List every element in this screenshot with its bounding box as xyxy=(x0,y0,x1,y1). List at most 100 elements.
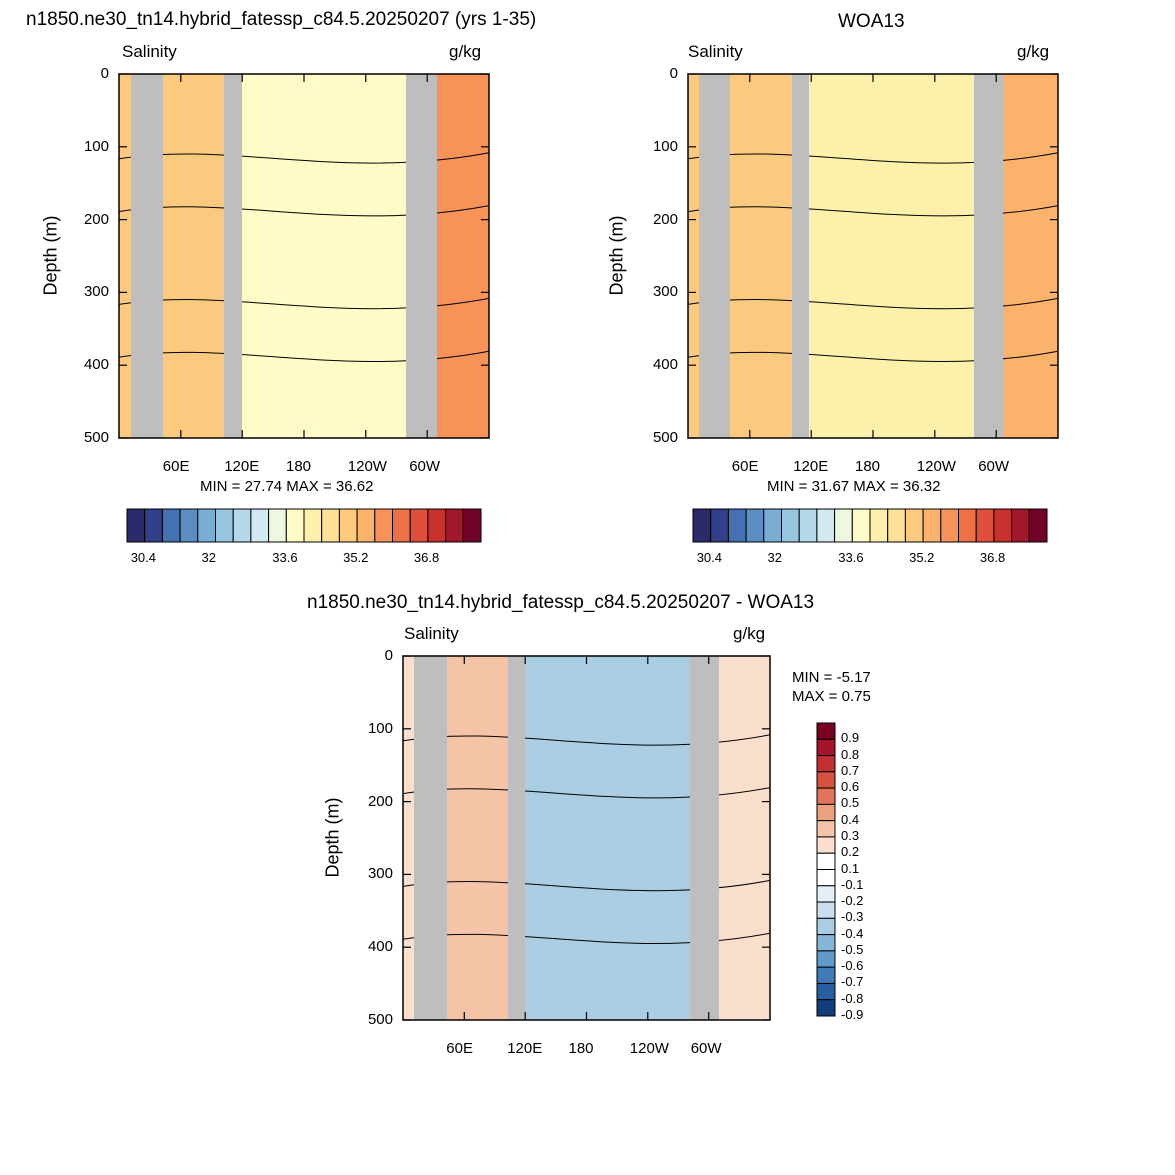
panel1-colorbar-cell xyxy=(126,508,146,543)
panel1-colorbar-label: 30.4 xyxy=(130,550,156,565)
panel1-ytick-label: 100 xyxy=(83,137,109,155)
panel1-stats: MIN = 27.74 MAX = 36.62 xyxy=(200,478,374,495)
panel2-title: WOA13 xyxy=(838,11,905,32)
panel2-colorbar-cell xyxy=(993,508,1013,543)
panel2-colorbar-cell xyxy=(692,508,712,543)
panel3-land-mask xyxy=(508,656,525,1020)
panel3-colorbar-label: 0.3 xyxy=(841,827,860,843)
panel2-right-label: g/kg xyxy=(1017,42,1050,61)
panel1-ytick-label: 400 xyxy=(83,356,109,374)
panel2-ytick-label: 0 xyxy=(669,65,678,82)
panel2-colorbar-cell xyxy=(904,508,924,543)
panel2-ytick-label: 100 xyxy=(652,137,678,155)
panel3-xtick-label: 180 xyxy=(568,1040,594,1057)
panel1-colorbar-cell xyxy=(215,508,234,543)
panel2-colorbar-cell xyxy=(1028,508,1048,543)
panel3-colorbar-cell xyxy=(816,982,836,1001)
panel1-colorbar-cell xyxy=(445,508,464,543)
panel1-colorbar-cell xyxy=(303,508,323,543)
panel2-colorbar-cell xyxy=(798,508,818,543)
panel1-colorbar-label: 35.2 xyxy=(343,550,369,565)
panel3-colorbar-cell xyxy=(816,836,836,854)
panel3-colorbar-label: -0.9 xyxy=(841,1007,864,1022)
panel3-colorbar-cell xyxy=(816,803,836,822)
panel1-colorbar-cell xyxy=(250,508,270,543)
panel1-colorbar-label: 36.8 xyxy=(413,550,440,565)
panel3-colorbar-label: 0.2 xyxy=(841,844,860,860)
panel3-colorbar-cell xyxy=(816,885,836,903)
panel2-colorbar-cell xyxy=(851,508,871,543)
panel1-xtick-label: 180 xyxy=(286,458,312,475)
panel1-colorbar-label: 33.6 xyxy=(272,550,298,565)
panel1-colorbar-cell xyxy=(462,508,482,543)
panel2-field-band xyxy=(730,74,792,438)
panel3-xtick-label: 60E xyxy=(446,1040,473,1057)
panel1-colorbar-label: 32 xyxy=(201,550,216,565)
panel1-colorbar-cell xyxy=(285,508,305,543)
panel3-xtick-label: 120W xyxy=(629,1040,669,1057)
panel3-title: n1850.ne30_tn14.hybrid_fatessp_c84.5.202… xyxy=(307,592,815,613)
panel2-ytick-label: 500 xyxy=(652,429,678,446)
panel1-xtick-label: 60W xyxy=(409,458,441,475)
panel1-ytick-label: 500 xyxy=(83,429,109,446)
panel1-colorbar-cell xyxy=(392,508,411,543)
panel1-colorbar-cell xyxy=(144,508,163,543)
panel1-colorbar-cell xyxy=(161,508,181,543)
panel2-colorbar-cell xyxy=(816,508,836,543)
panel3-colorbar-label: -0.6 xyxy=(841,958,864,974)
panel2-field-band xyxy=(688,74,699,438)
panel2-xtick-label: 60W xyxy=(978,458,1010,475)
panel3-xtick-label: 60W xyxy=(690,1040,722,1057)
panel3-ytick-label: 400 xyxy=(367,938,393,956)
panel3-colorbar-label: 0.9 xyxy=(841,730,860,746)
panel3-right-label: g/kg xyxy=(733,624,766,643)
panel3-ytick-label: 0 xyxy=(384,647,393,664)
panel1-colorbar-cell xyxy=(338,508,358,543)
panel3-colorbar-label: 0.7 xyxy=(841,762,860,778)
panel2-colorbar-cell xyxy=(745,508,765,543)
panel1-field-band xyxy=(163,74,224,438)
panel3-colorbar-label: -0.3 xyxy=(841,909,864,925)
panel3-colorbar-label: 0.5 xyxy=(841,795,860,811)
panel1-colorbar-cell xyxy=(268,508,287,543)
panel3-colorbar-cell xyxy=(816,934,836,952)
panel2-colorbar-cell xyxy=(834,508,853,543)
panel3-colorbar-cell xyxy=(816,917,836,936)
panel3-field-band xyxy=(403,656,414,1020)
panel3-colorbar-cell xyxy=(816,771,836,789)
panel1-colorbar-cell xyxy=(197,508,217,543)
panel3-ytick-label: 300 xyxy=(367,865,393,883)
panel3-land-mask xyxy=(414,656,447,1020)
panel2-land-mask xyxy=(974,74,1003,438)
panel1-title: n1850.ne30_tn14.hybrid_fatessp_c84.5.202… xyxy=(26,9,537,30)
panel2-field-band xyxy=(1003,74,1058,438)
panel3-colorbar-cell xyxy=(816,820,836,838)
panel3-ytick-label: 100 xyxy=(367,719,393,737)
panel2-xtick-label: 120W xyxy=(916,458,956,475)
panel1-colorbar-cell xyxy=(356,508,376,543)
panel3-land-mask xyxy=(690,656,719,1020)
panel1-land-mask xyxy=(406,74,437,438)
panel3-colorbar-cell xyxy=(816,999,836,1017)
panel3-ytick-label: 200 xyxy=(367,792,393,810)
panel3-colorbar-label: -0.8 xyxy=(841,990,864,1006)
panel1-right-label: g/kg xyxy=(449,42,482,61)
panel2-xtick-label: 120E xyxy=(793,458,829,475)
panel3-colorbar-label: 0.8 xyxy=(841,746,860,762)
panel2-colorbar-label: 35.2 xyxy=(909,550,935,565)
panel3-xtick-label: 120E xyxy=(507,1040,543,1057)
panel2-colorbar-cell xyxy=(1011,508,1030,543)
panel1-colorbar-cell xyxy=(427,508,447,543)
panel3-colorbar-cell xyxy=(816,950,836,968)
panel1-colorbar-cell xyxy=(179,508,199,543)
panel3-left-label: Salinity xyxy=(404,624,459,643)
panel1-field-band xyxy=(242,74,406,438)
panel3-field-band xyxy=(447,656,508,1020)
panel1-land-mask xyxy=(131,74,163,438)
panel2-colorbar-cell xyxy=(887,508,906,543)
panel2-colorbar-cell xyxy=(958,508,977,543)
panel1-xtick-label: 120W xyxy=(347,458,387,475)
panel2-colorbar-cell xyxy=(922,508,942,543)
panel1-colorbar-cell xyxy=(374,508,393,543)
